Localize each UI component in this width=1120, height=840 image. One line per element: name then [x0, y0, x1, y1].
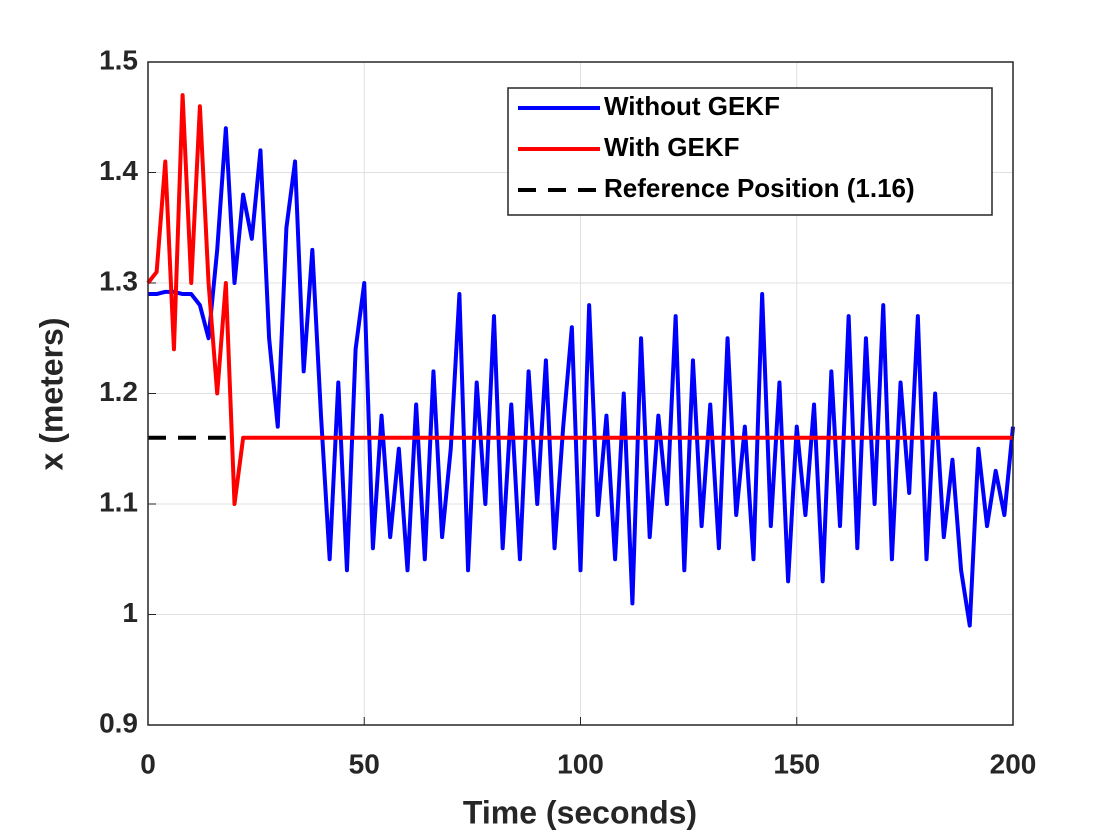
y-tick-label: 1.2 — [99, 376, 138, 407]
x-tick-label: 150 — [773, 748, 820, 779]
series-line — [148, 126, 1015, 628]
y-axis-label: x (meters) — [33, 318, 69, 471]
axes-box — [147, 61, 1014, 726]
x-tick-label: 100 — [557, 748, 604, 779]
y-tick-label: 0.9 — [99, 707, 138, 738]
y-tick-label: 1.4 — [99, 155, 138, 186]
y-tick-label: 1 — [122, 597, 138, 628]
y-tick-label: 1.5 — [99, 44, 138, 75]
legend-label: Reference Position (1.16) — [604, 173, 915, 203]
legend-label: Without GEKF — [604, 91, 780, 121]
x-tick-label: 0 — [140, 748, 156, 779]
x-tick-label: 200 — [990, 748, 1037, 779]
legend-label: With GEKF — [604, 132, 740, 162]
series-line — [146, 93, 1013, 506]
x-tick-label: 50 — [349, 748, 380, 779]
y-tick-label: 1.3 — [99, 265, 138, 296]
y-tick-label: 1.1 — [99, 486, 138, 517]
x-axis-label: Time (seconds) — [463, 794, 697, 830]
